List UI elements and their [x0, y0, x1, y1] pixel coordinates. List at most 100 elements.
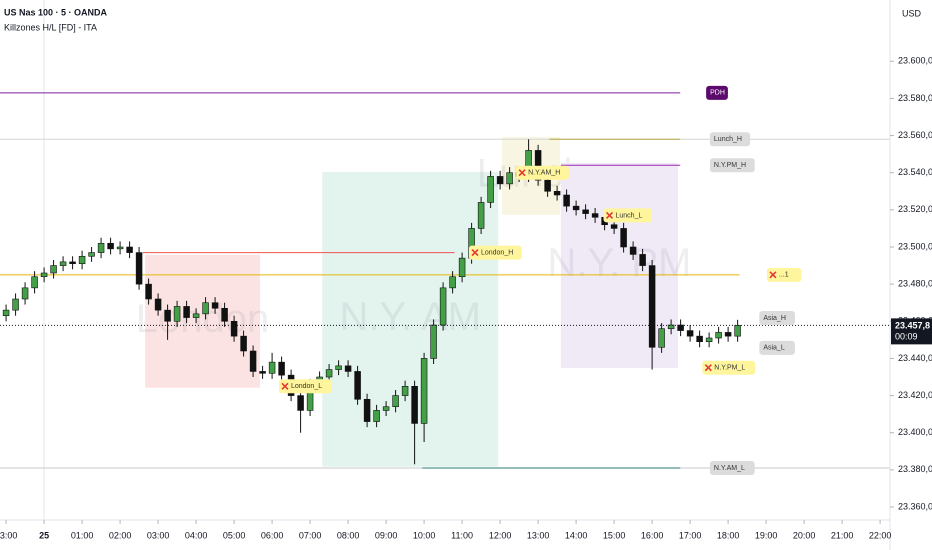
tag-box [766, 267, 802, 282]
candle-body [240, 335, 247, 352]
candle-body [677, 324, 684, 331]
candle-body [78, 255, 86, 265]
tag-label: Lunch_L [616, 212, 643, 219]
candle-body [69, 261, 76, 265]
candle-body [88, 252, 95, 257]
tag-cross [769, 271, 777, 279]
candle-body [126, 246, 133, 253]
tag-cross [281, 382, 289, 390]
tag-box [759, 340, 795, 355]
candle-body [211, 302, 219, 309]
candle-body [354, 371, 361, 400]
tag-box [468, 245, 522, 260]
candle-body [382, 406, 390, 411]
candle-body [458, 257, 466, 278]
candle-body [116, 246, 124, 250]
x-tick-label: 22:00 [869, 530, 892, 540]
y-tick-label: 23.360,0 [898, 501, 932, 511]
tag-label: Lunch_H [714, 136, 742, 143]
candle-body [610, 224, 618, 229]
y-tick-label: 23.380,0 [898, 464, 932, 474]
candle-body [230, 320, 238, 337]
y-tick-label: 23.540,0 [898, 167, 932, 177]
candle-body [629, 246, 637, 255]
y-tick-label: 23.440,0 [898, 353, 932, 363]
candle-body [363, 398, 371, 422]
candle-body [487, 176, 494, 203]
y-tick-label: 23.480,0 [898, 279, 932, 289]
level-tag: ...1 [766, 267, 802, 282]
session-box [145, 254, 260, 388]
level-tag: London_H [468, 245, 522, 260]
last-price-label: 23.457,8 [895, 321, 930, 331]
tag-label: ...1 [779, 272, 789, 279]
candle-body [164, 309, 171, 322]
candle-body [59, 261, 67, 266]
x-tick-label: 06:00 [261, 530, 284, 540]
candle-body [173, 306, 181, 322]
x-tick-label: 05:00 [223, 530, 246, 540]
candle-body [449, 276, 456, 289]
session-box [322, 171, 499, 467]
candle-body [12, 298, 19, 311]
candle-body [183, 306, 190, 318]
candle-body [506, 172, 513, 185]
candle-body [401, 385, 409, 396]
candle-body [553, 190, 561, 196]
x-tick-label: 03:00 [147, 530, 170, 540]
tag-label: N.Y.AM_H [528, 170, 560, 177]
candle-body [40, 272, 48, 278]
level-tag: Lunch_H [709, 132, 751, 147]
candle-body [667, 324, 675, 330]
candle-body [544, 179, 551, 192]
candle-body [563, 194, 570, 207]
symbol: US Nas 100 · 5 · OANDA [4, 7, 108, 17]
x-tick-label: 14:00 [565, 530, 588, 540]
tag-label: Asia_L [763, 345, 785, 352]
candle-body [259, 371, 266, 374]
candle-body [734, 325, 741, 337]
candle-body [639, 254, 646, 266]
currency: USD [902, 8, 922, 18]
indicator: Killzones H/L [FD] - ITA [4, 22, 97, 32]
x-tick-label: 25 [39, 530, 49, 540]
x-tick-label: 08:00 [337, 530, 360, 540]
tag-box [759, 310, 795, 325]
candle-body [392, 395, 399, 408]
candle-body [221, 307, 228, 322]
candle-body [715, 332, 722, 339]
candle-body [496, 176, 504, 185]
candle-body [572, 205, 580, 211]
level-tag: Lunch_L [603, 208, 652, 223]
level-tag: N.Y.PM_H [709, 158, 755, 173]
tag-cross [471, 249, 479, 257]
tag-box [709, 158, 755, 173]
candle-body [249, 350, 257, 372]
x-tick-label: 20:00 [793, 530, 816, 540]
x-tick-label: 23:00 [0, 530, 17, 540]
candle-body [582, 209, 589, 214]
y-tick-label: 23.400,0 [898, 427, 932, 437]
tag-label: N.Y.AM_L [714, 465, 745, 472]
candle-body [648, 265, 656, 348]
tag-box [702, 360, 756, 375]
y-tick-label: 23.600,0 [898, 56, 932, 66]
tag-cross [605, 211, 614, 219]
y-tick-label: 23.420,0 [898, 390, 932, 400]
tag-label: Asia_H [763, 315, 786, 322]
candle-body [2, 309, 10, 317]
level-tag: N.Y.AM_H [516, 165, 569, 180]
candle-body [135, 252, 143, 285]
candle-body [724, 332, 732, 337]
x-tick-label: 21:00 [831, 530, 854, 540]
x-tick-label: 12:00 [489, 530, 512, 540]
candle-body [107, 242, 114, 250]
level-tag: PDH [706, 85, 728, 100]
y-tick-label: 23.580,0 [898, 93, 932, 103]
candle-body [154, 298, 162, 311]
level-tag: N.Y.PM_L [702, 360, 756, 375]
tag-box [706, 85, 728, 100]
x-tick-label: 15:00 [603, 530, 626, 540]
